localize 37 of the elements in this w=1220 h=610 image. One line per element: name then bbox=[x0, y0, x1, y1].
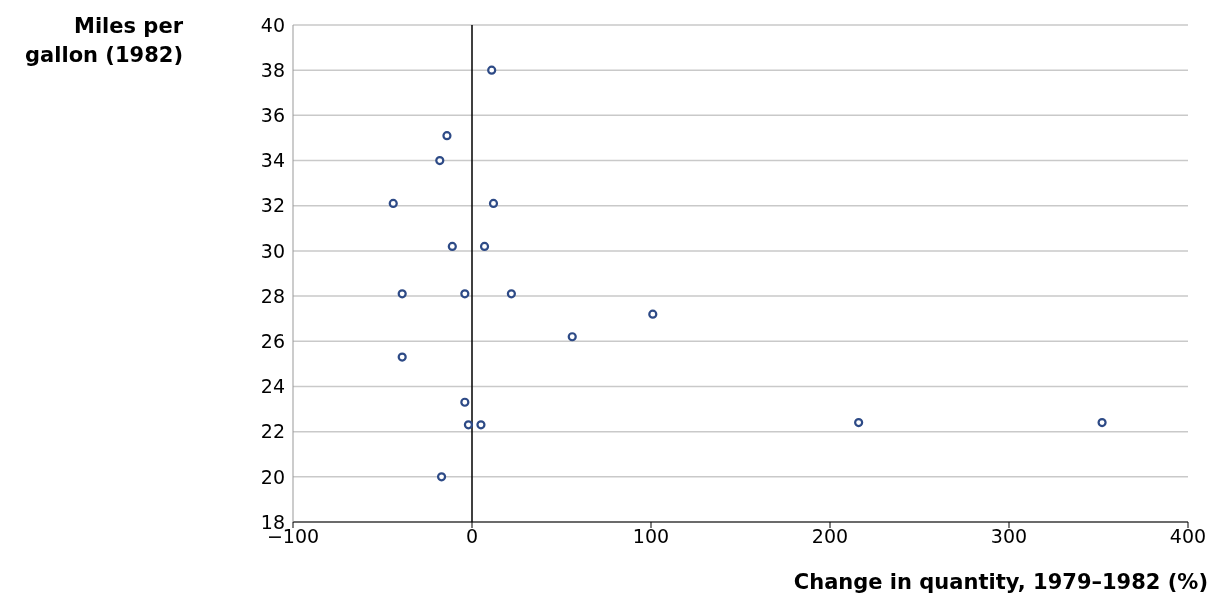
y-tick-label: 24 bbox=[260, 375, 285, 398]
point bbox=[463, 420, 474, 430]
x-tick-label: 100 bbox=[632, 525, 670, 548]
point bbox=[435, 155, 445, 166]
point bbox=[479, 241, 490, 251]
y-tick-label: 22 bbox=[260, 420, 285, 443]
y-tick-label: 28 bbox=[260, 284, 285, 307]
y-tick-label: 30 bbox=[260, 239, 285, 262]
y-tick-label: 20 bbox=[260, 465, 285, 488]
point bbox=[447, 241, 457, 251]
y-tick-label: 26 bbox=[260, 330, 285, 353]
point bbox=[460, 397, 470, 407]
y-tick-label: 32 bbox=[260, 194, 285, 217]
point bbox=[487, 65, 497, 75]
point bbox=[397, 289, 407, 299]
point bbox=[460, 289, 470, 299]
y-tick-label: 36 bbox=[260, 104, 285, 127]
point bbox=[442, 131, 452, 141]
x-tick-label: 300 bbox=[990, 525, 1028, 548]
point bbox=[567, 332, 577, 342]
point bbox=[397, 352, 407, 362]
point bbox=[476, 420, 486, 430]
point bbox=[506, 289, 516, 299]
y-tick-label: 38 bbox=[260, 58, 285, 81]
point bbox=[436, 472, 447, 482]
point bbox=[388, 198, 398, 209]
y-tick-label: 40 bbox=[260, 13, 285, 36]
point bbox=[648, 309, 658, 319]
y-axis-title: Miles per gallon (1982) bbox=[24, 13, 183, 69]
point bbox=[854, 418, 864, 428]
x-tick-label: 200 bbox=[811, 525, 849, 548]
x-tick-label: 0 bbox=[465, 525, 479, 548]
y-tick-label: 34 bbox=[260, 149, 285, 172]
x-tick-label: 400 bbox=[1169, 525, 1207, 548]
x-axis-title: Change in quantity, 1979–1982 (%) bbox=[793, 570, 1208, 594]
point bbox=[488, 198, 499, 209]
point bbox=[1097, 418, 1107, 428]
